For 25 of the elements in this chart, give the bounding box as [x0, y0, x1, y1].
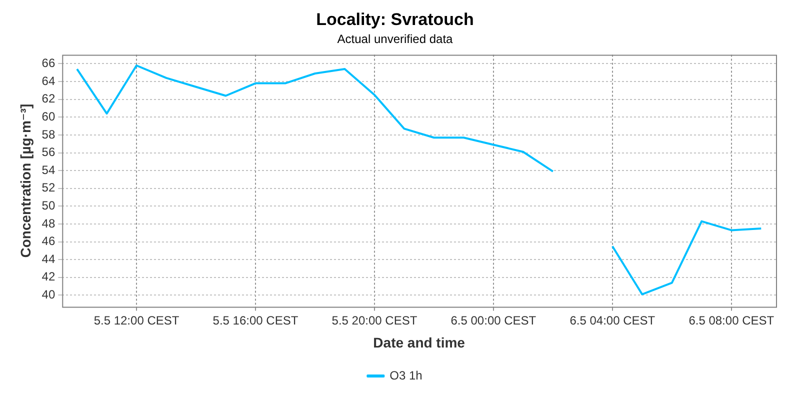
y-tick-label: 40 [42, 288, 56, 302]
x-tick-label: 6.5 00:00 CEST [450, 313, 537, 328]
y-tick-label: 58 [42, 127, 56, 142]
y-tick-label: 62 [42, 92, 56, 106]
y-tick-label: 48 [42, 216, 56, 230]
y-tick-label: 44 [42, 252, 56, 266]
y-tick-label: 52 [42, 180, 56, 195]
y-tick-label: 60 [42, 109, 56, 124]
y-tick-label: 46 [42, 234, 56, 248]
x-tick-label: 5.5 16:00 CEST [212, 313, 299, 328]
x-tick-label: 5.5 20:00 CEST [332, 313, 418, 328]
y-tick-label: 54 [42, 162, 56, 177]
y-tick-label: 50 [42, 198, 56, 212]
x-tick-label: 5.5 12:00 CEST [94, 313, 180, 328]
y-tick-label: 66 [42, 56, 56, 70]
y-tick-label: 64 [42, 74, 56, 88]
y-axis-title: Concentration [µg·m⁻³] [17, 104, 34, 258]
y-tick-label: 42 [42, 270, 56, 284]
legend-label: O3 1h [390, 368, 422, 382]
y-tick-label: 56 [42, 145, 56, 160]
x-axis-title: Date and time [373, 334, 466, 350]
x-tick-label: 6.5 08:00 CEST [688, 313, 775, 328]
chart-title: Locality: Svratouch [316, 10, 474, 29]
x-tick-label: 6.5 04:00 CEST [570, 313, 656, 328]
chart-subtitle: Actual unverified data [337, 32, 454, 46]
